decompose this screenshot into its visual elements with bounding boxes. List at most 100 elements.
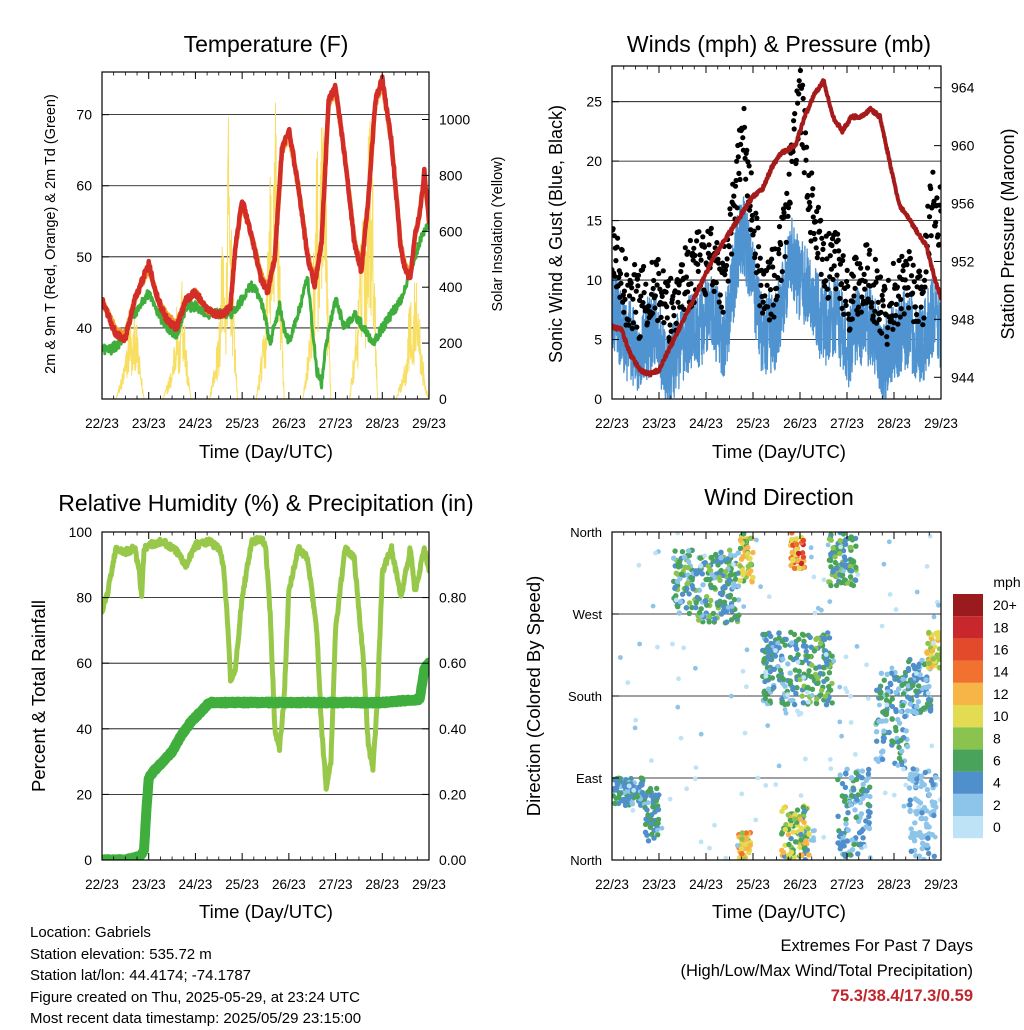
direction-point [685, 558, 692, 565]
direction-point [772, 653, 779, 659]
direction-point [841, 554, 848, 560]
direction-point [728, 693, 734, 699]
direction-point [800, 700, 807, 706]
direction-point [676, 610, 682, 616]
direction-point [889, 703, 895, 710]
direction-point [740, 553, 746, 560]
direction-point [763, 673, 769, 679]
gust-point [618, 280, 624, 286]
gust-point [731, 193, 737, 199]
direction-point [901, 766, 906, 772]
humidity-xlabel: Time (Day/UTC) [199, 901, 333, 922]
gust-point [651, 277, 657, 284]
gust-point [747, 207, 753, 213]
direction-point [878, 670, 885, 676]
direction-point [899, 748, 905, 754]
x-tick-label: 25/23 [225, 877, 259, 892]
direction-point [817, 640, 824, 647]
direction-point [918, 775, 924, 781]
gust-point [836, 248, 842, 254]
gust-point [626, 322, 632, 328]
direction-point [853, 770, 859, 776]
gust-point [833, 286, 839, 292]
direction-point [655, 806, 662, 813]
direction-point [926, 792, 932, 798]
direction-point [792, 812, 798, 818]
direction-point [919, 810, 925, 816]
gust-point [879, 292, 885, 298]
direction-point [853, 564, 859, 570]
direction-point [843, 686, 848, 691]
direction-point [828, 537, 834, 543]
direction-point [808, 545, 814, 551]
y-tick-label: 100 [69, 524, 93, 540]
direction-point [627, 793, 633, 800]
direction-point [785, 692, 790, 697]
direction-point [696, 617, 702, 623]
direction-point [900, 691, 907, 697]
temperature-xlabel: Time (Day/UTC) [199, 441, 333, 462]
direction-point [825, 630, 831, 636]
direction-point [825, 542, 831, 548]
direction-point [710, 610, 717, 617]
direction-point [767, 668, 774, 675]
gust-point [621, 309, 627, 315]
gust-point [779, 269, 785, 275]
direction-point [865, 808, 872, 815]
legend-swatch [953, 682, 983, 705]
gust-point [815, 250, 821, 256]
direction-point [735, 843, 740, 848]
direction-point [936, 646, 941, 652]
direction-point [739, 567, 745, 574]
gust-point [893, 312, 899, 319]
direction-point [845, 810, 851, 816]
humidity-title: Relative Humidity (%) & Precipitation (i… [58, 490, 473, 516]
direction-point [865, 771, 872, 777]
direction-point [787, 670, 793, 676]
direction-point [715, 602, 721, 608]
legend-swatch [953, 727, 983, 750]
direction-point [806, 668, 812, 674]
direction-point [711, 585, 718, 591]
direction-point [811, 574, 817, 580]
direction-point [907, 696, 913, 702]
direction-point [792, 816, 798, 822]
direction-point [620, 796, 627, 803]
gust-point [815, 204, 822, 210]
direction-point [837, 772, 843, 778]
gust-point [622, 296, 628, 302]
direction-point [906, 785, 913, 791]
gust-point [638, 293, 644, 299]
y-tick-label: 40 [76, 320, 92, 336]
gust-point [813, 219, 819, 225]
direction-point [616, 791, 623, 797]
gust-point [884, 334, 890, 340]
direction-point [837, 538, 843, 544]
direction-point [639, 782, 645, 788]
gust-point [725, 278, 731, 284]
direction-point [798, 831, 804, 838]
gust-point [742, 155, 748, 161]
direction-point [623, 801, 629, 808]
gust-point [917, 273, 923, 279]
direction-point [867, 793, 873, 800]
direction-point [807, 634, 813, 641]
gust-point [619, 247, 625, 253]
direction-point [765, 723, 771, 728]
direction-point [796, 668, 802, 674]
gust-point [921, 277, 928, 283]
direction-point [720, 572, 726, 579]
direction-point [893, 689, 899, 696]
gust-point [629, 325, 635, 332]
gust-point [737, 176, 743, 183]
gust-point [835, 237, 841, 243]
direction-point [935, 635, 941, 641]
gust-point [700, 234, 706, 240]
direction-point [709, 554, 715, 561]
direction-point [849, 537, 856, 543]
direction-point [808, 644, 814, 650]
gust-point [640, 300, 646, 306]
direction-point [647, 785, 654, 792]
gust-point [850, 299, 856, 305]
x-tick-label: 28/23 [365, 877, 399, 892]
